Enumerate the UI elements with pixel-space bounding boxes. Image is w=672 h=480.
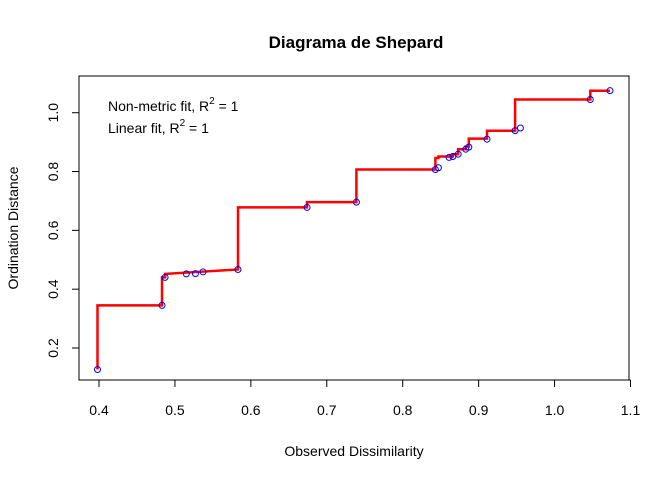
data-point — [586, 95, 594, 103]
data-point — [303, 203, 311, 211]
x-tick-label: 0.7 — [317, 402, 337, 418]
x-tick-label: 0.4 — [89, 402, 109, 418]
data-point — [199, 268, 207, 276]
data-point — [158, 301, 166, 309]
x-tick-label: 0.6 — [241, 402, 261, 418]
data-point — [93, 365, 101, 373]
data-point — [465, 143, 473, 151]
y-axis-label: Ordination Distance — [5, 166, 21, 289]
fit-statistic-2: Linear fit, R2 = 1 — [108, 118, 209, 136]
x-tick-label: 0.9 — [469, 402, 489, 418]
x-tick-label: 1.0 — [545, 402, 565, 418]
y-tick-label: 0.2 — [45, 338, 61, 358]
data-point — [511, 127, 519, 135]
x-axis: 0.4 0.5 0.6 0.7 0.8 0.9 1.0 1.1 — [89, 379, 641, 418]
data-point — [606, 87, 614, 95]
data-points — [93, 87, 614, 373]
monotone-fit-step-line — [96, 89, 610, 370]
y-tick-label: 0.8 — [45, 162, 61, 182]
y-tick-label: 0.4 — [45, 279, 61, 299]
chart-title: Diagrama de Shepard — [269, 33, 444, 52]
data-point — [191, 270, 199, 278]
data-point — [483, 135, 491, 143]
data-point — [352, 198, 360, 206]
fit-legend: Non-metric fit, R2 = 1 Linear fit, R2 = 1 — [108, 96, 239, 136]
fit-statistic-1: Non-metric fit, R2 = 1 — [108, 96, 239, 114]
data-point — [454, 150, 462, 158]
data-point — [234, 265, 242, 273]
data-point — [516, 124, 524, 132]
data-point — [434, 164, 442, 172]
x-tick-label: 1.1 — [621, 402, 641, 418]
x-tick-label: 0.5 — [165, 402, 185, 418]
data-point — [445, 153, 453, 161]
x-axis-label: Observed Dissimilarity — [284, 443, 423, 459]
x-tick-label: 0.8 — [393, 402, 413, 418]
y-tick-label: 0.6 — [45, 220, 61, 240]
y-axis: 0.2 0.4 0.6 0.8 1.0 — [45, 103, 80, 358]
data-point — [182, 270, 190, 278]
y-tick-label: 1.0 — [45, 103, 61, 123]
data-point — [161, 273, 169, 281]
